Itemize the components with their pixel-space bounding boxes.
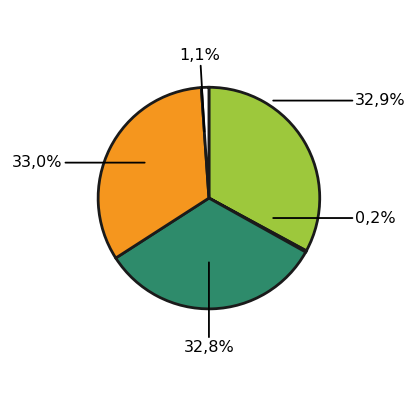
Wedge shape <box>98 87 209 258</box>
Text: 33,0%: 33,0% <box>12 155 145 170</box>
Wedge shape <box>116 198 306 309</box>
Wedge shape <box>209 87 320 251</box>
Text: 32,9%: 32,9% <box>273 93 406 108</box>
Text: 32,8%: 32,8% <box>184 262 234 355</box>
Wedge shape <box>209 198 306 252</box>
Text: 1,1%: 1,1% <box>180 48 221 132</box>
Wedge shape <box>201 87 209 198</box>
Text: 0,2%: 0,2% <box>273 211 396 226</box>
